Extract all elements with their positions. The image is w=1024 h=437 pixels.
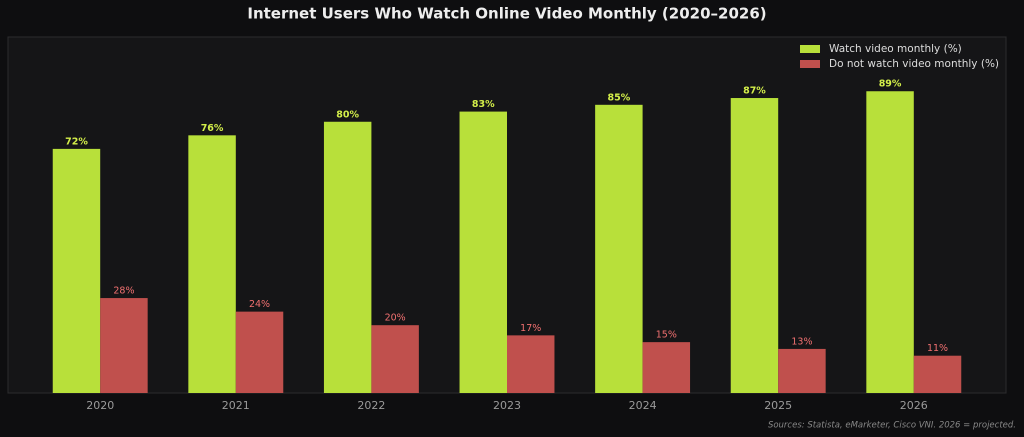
bar [459,111,507,393]
value-label: 15% [656,330,677,341]
value-label: 17% [520,323,541,334]
legend-swatch [800,60,820,68]
value-label: 89% [879,79,902,90]
value-label: 20% [385,313,406,324]
legend-swatch [800,45,820,53]
value-label: 13% [791,336,812,347]
bar [323,121,372,393]
value-label: 24% [249,299,270,310]
bar [507,335,555,393]
bar [913,355,962,393]
bar [778,348,826,393]
bar [642,342,691,393]
bar [100,298,148,393]
legend-label: Do not watch video monthly (%) [829,58,999,70]
x-tick-label: 2025 [764,399,792,412]
bar [188,135,236,394]
value-label: 28% [113,286,134,297]
x-tick-label: 2020 [86,399,114,412]
bar [235,311,284,393]
bar [866,91,914,393]
value-label: 80% [336,109,359,120]
x-tick-label: 2026 [900,399,928,412]
x-tick-label: 2024 [629,399,657,412]
legend-label: Watch video monthly (%) [829,43,962,55]
bar [595,104,643,394]
value-label: 85% [607,92,630,103]
x-tick-label: 2022 [357,399,385,412]
bar [730,98,779,394]
chart-title: Internet Users Who Watch Online Video Mo… [247,5,766,23]
bar [371,325,419,393]
value-label: 11% [927,343,948,354]
source-note: Sources: Statista, eMarketer, Cisco VNI.… [768,421,1016,431]
bar [52,148,101,393]
value-label: 87% [743,86,766,97]
value-label: 83% [472,99,495,110]
value-label: 76% [201,123,224,134]
x-tick-label: 2023 [493,399,521,412]
value-label: 72% [65,136,88,147]
x-tick-label: 2021 [222,399,250,412]
